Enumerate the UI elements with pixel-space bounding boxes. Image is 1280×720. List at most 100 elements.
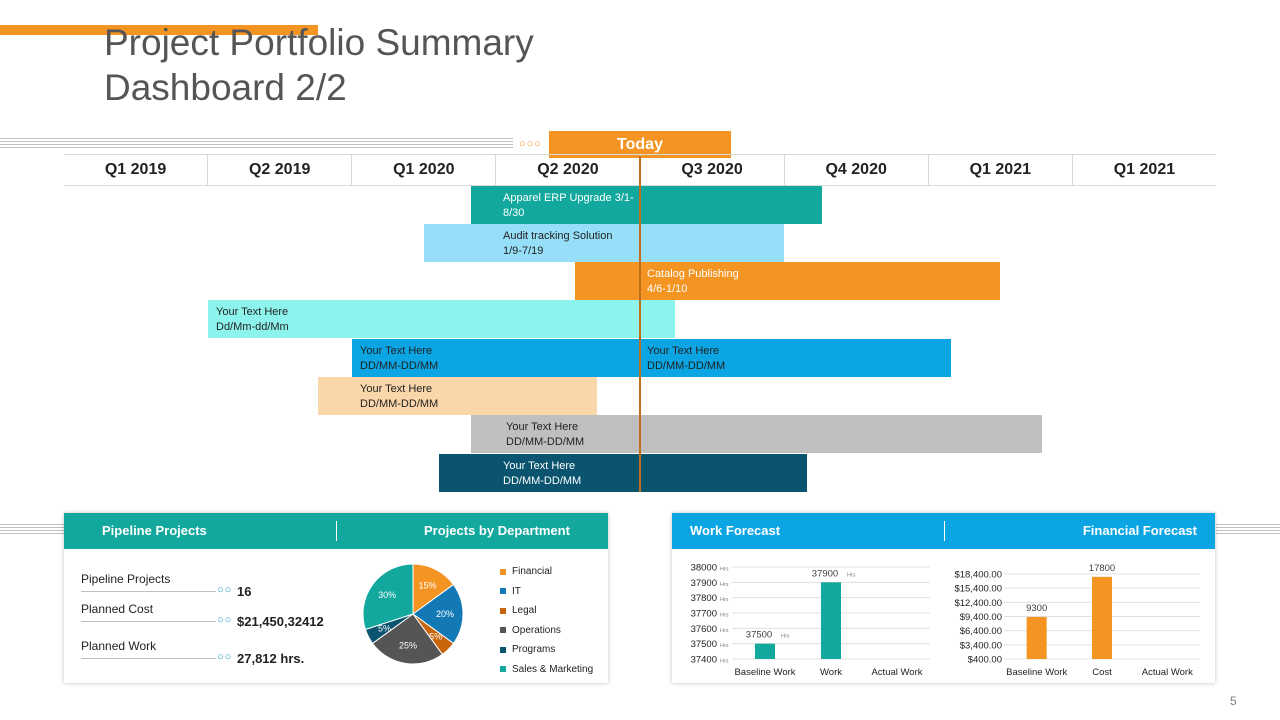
y-tick-unit: Hrs xyxy=(720,597,729,603)
metric-value-pipeline: 16 xyxy=(237,584,252,599)
gantt-bar-title: Your Text Here xyxy=(360,345,433,357)
pie-slice-label: 5% xyxy=(378,624,391,634)
metric-value-cost: $21,450,32412 xyxy=(237,614,324,629)
quarter-label: Q2 2019 xyxy=(208,155,353,185)
pipeline-panel-header: Pipeline Projects Projects by Department xyxy=(64,513,608,549)
gantt-bar-title: Your Text Here xyxy=(647,345,720,357)
metric-dots-icon: ○○ xyxy=(217,651,233,663)
quarter-label: Q1 2019 xyxy=(64,155,209,185)
decorative-stripes-bottom-right xyxy=(1216,524,1280,536)
legend-swatch xyxy=(500,627,506,634)
gantt-bar: Your Text Here Dd/Mm-dd/Mm xyxy=(208,300,675,338)
pie-slice-label: 20% xyxy=(436,609,454,619)
legend-item: Financial xyxy=(500,562,593,582)
bar-data-label: 9300 xyxy=(1026,603,1047,614)
gantt-bar-title: Your Text Here xyxy=(506,421,579,433)
forecast-panel-header: Work Forecast Financial Forecast xyxy=(672,513,1215,549)
y-tick-label: $6,400.00 xyxy=(960,626,1002,637)
gantt-bar-dates: DD/MM-DD/MM xyxy=(360,360,439,372)
metric-underline xyxy=(81,658,216,659)
department-pie-chart: 15% 20% 5% 25% 5% 30% xyxy=(362,563,464,665)
metric-label-pipeline: Pipeline Projects xyxy=(81,572,171,586)
header-separator xyxy=(336,521,337,541)
y-tick-label: 37600 xyxy=(691,624,717,635)
y-tick-unit: Hrs xyxy=(720,659,729,665)
metric-dots-icon: ○○ xyxy=(217,584,233,596)
y-tick-label: $9,400.00 xyxy=(960,612,1002,623)
financial-forecast-heading: Financial Forecast xyxy=(1082,523,1197,538)
gantt-bar: Audit tracking Solution 1/9-7/19 xyxy=(424,224,784,262)
legend-label: Financial xyxy=(512,566,553,578)
y-tick-label: $3,400.00 xyxy=(960,640,1002,651)
gantt-bar-title: Your Text Here xyxy=(503,460,576,472)
title-accent-bar xyxy=(0,25,318,35)
x-tick-label: Baseline Work xyxy=(1006,667,1067,678)
pie-slice-label: 15% xyxy=(419,580,437,590)
decorative-stripes-left xyxy=(0,138,513,150)
gantt-bar: Your Text Here DD/MM-DD/MM xyxy=(439,454,807,492)
x-tick-label: Work xyxy=(820,667,842,678)
pie-slice xyxy=(412,583,464,645)
y-tick-label: 38000 xyxy=(691,563,717,574)
quarter-label: Q1 2021 xyxy=(1113,161,1176,178)
bar-data-label: 37900 xyxy=(812,568,838,579)
legend-item: Programs xyxy=(500,640,593,660)
pie-slice-label: 25% xyxy=(399,641,417,651)
forecast-panel: Work Forecast Financial Forecast 38000 Hr… xyxy=(672,513,1215,683)
legend-swatch xyxy=(500,607,506,614)
pie-slice xyxy=(371,613,444,665)
x-tick-label: Baseline Work xyxy=(734,667,795,678)
metric-underline xyxy=(81,621,216,622)
quarter-label: Q3 2020 xyxy=(641,155,785,185)
bar xyxy=(1026,616,1047,659)
gantt-bar-dates: Dd/Mm-dd/Mm xyxy=(216,321,289,333)
pipeline-projects-heading: Pipeline Projects xyxy=(102,523,207,538)
today-line xyxy=(639,156,641,492)
y-tick-unit: Hrs xyxy=(720,582,729,588)
quarter-label: Q4 2020 xyxy=(785,155,929,185)
pipeline-panel: Pipeline Projects Projects by Department… xyxy=(64,513,608,683)
gantt-bar-title: Audit tracking Solution xyxy=(503,230,613,242)
gantt-bar-dates: 1/9-7/19 xyxy=(503,245,544,257)
gantt-bar-dates: DD/MM-DD/MM xyxy=(360,398,439,410)
y-tick-label: 37700 xyxy=(691,609,717,620)
quarter-label: Q2 2020 xyxy=(496,155,641,185)
y-tick-label: $18,400.00 xyxy=(954,570,1002,581)
pie-slice-label: 30% xyxy=(378,590,396,600)
today-dots-icon: ○○○ xyxy=(519,138,542,150)
gantt-bar-title: Apparel ERP Upgrade 3/1- xyxy=(503,192,634,204)
gantt-bar-dates: DD/MM-DD/MM xyxy=(503,475,582,487)
legend-label: IT xyxy=(512,585,521,597)
y-tick-unit: Hrs xyxy=(720,613,729,619)
bar-data-unit: Hrs xyxy=(781,634,790,640)
y-tick-label: 37500 xyxy=(691,639,717,650)
metric-underline xyxy=(81,591,216,592)
legend-label: Legal xyxy=(512,605,537,617)
page-title: Project Portfolio Summary Dashboard 2/2 xyxy=(104,20,704,110)
legend-swatch xyxy=(500,568,506,575)
decorative-stripes-bottom-left xyxy=(0,524,64,536)
y-tick-unit: Hrs xyxy=(720,628,729,634)
y-tick-label: 37400 xyxy=(691,655,717,666)
metric-dots-icon: ○○ xyxy=(217,614,233,626)
y-tick-unit: Hrs xyxy=(720,567,729,573)
metric-value-work: 27,812 hrs. xyxy=(237,651,305,666)
header-separator xyxy=(944,521,945,541)
gantt-bar: Your Text Here DD/MM-DD/MM xyxy=(318,377,597,415)
pie-slice-label: 5% xyxy=(429,632,442,642)
legend-item: Sales & Marketing xyxy=(500,660,593,680)
bar-data-label: 37500 xyxy=(746,630,772,641)
y-tick-label: $15,400.00 xyxy=(954,584,1002,595)
legend-item: Operations xyxy=(500,621,593,641)
gantt-bar: Apparel ERP Upgrade 3/1- 8/30 xyxy=(471,186,822,224)
bar xyxy=(1092,576,1112,659)
gantt-bar-dates: 8/30 xyxy=(503,207,525,219)
projects-by-department-heading: Projects by Department xyxy=(424,523,570,538)
bar-data-label: 17800 xyxy=(1089,563,1115,574)
gantt-bar: Your Text Here DD/MM-DD/MM xyxy=(471,415,1042,453)
bar xyxy=(821,582,841,659)
y-tick-label: $400.00 xyxy=(968,655,1002,666)
bar xyxy=(755,643,775,659)
gantt-bar-title: Catalog Publishing xyxy=(647,268,739,280)
